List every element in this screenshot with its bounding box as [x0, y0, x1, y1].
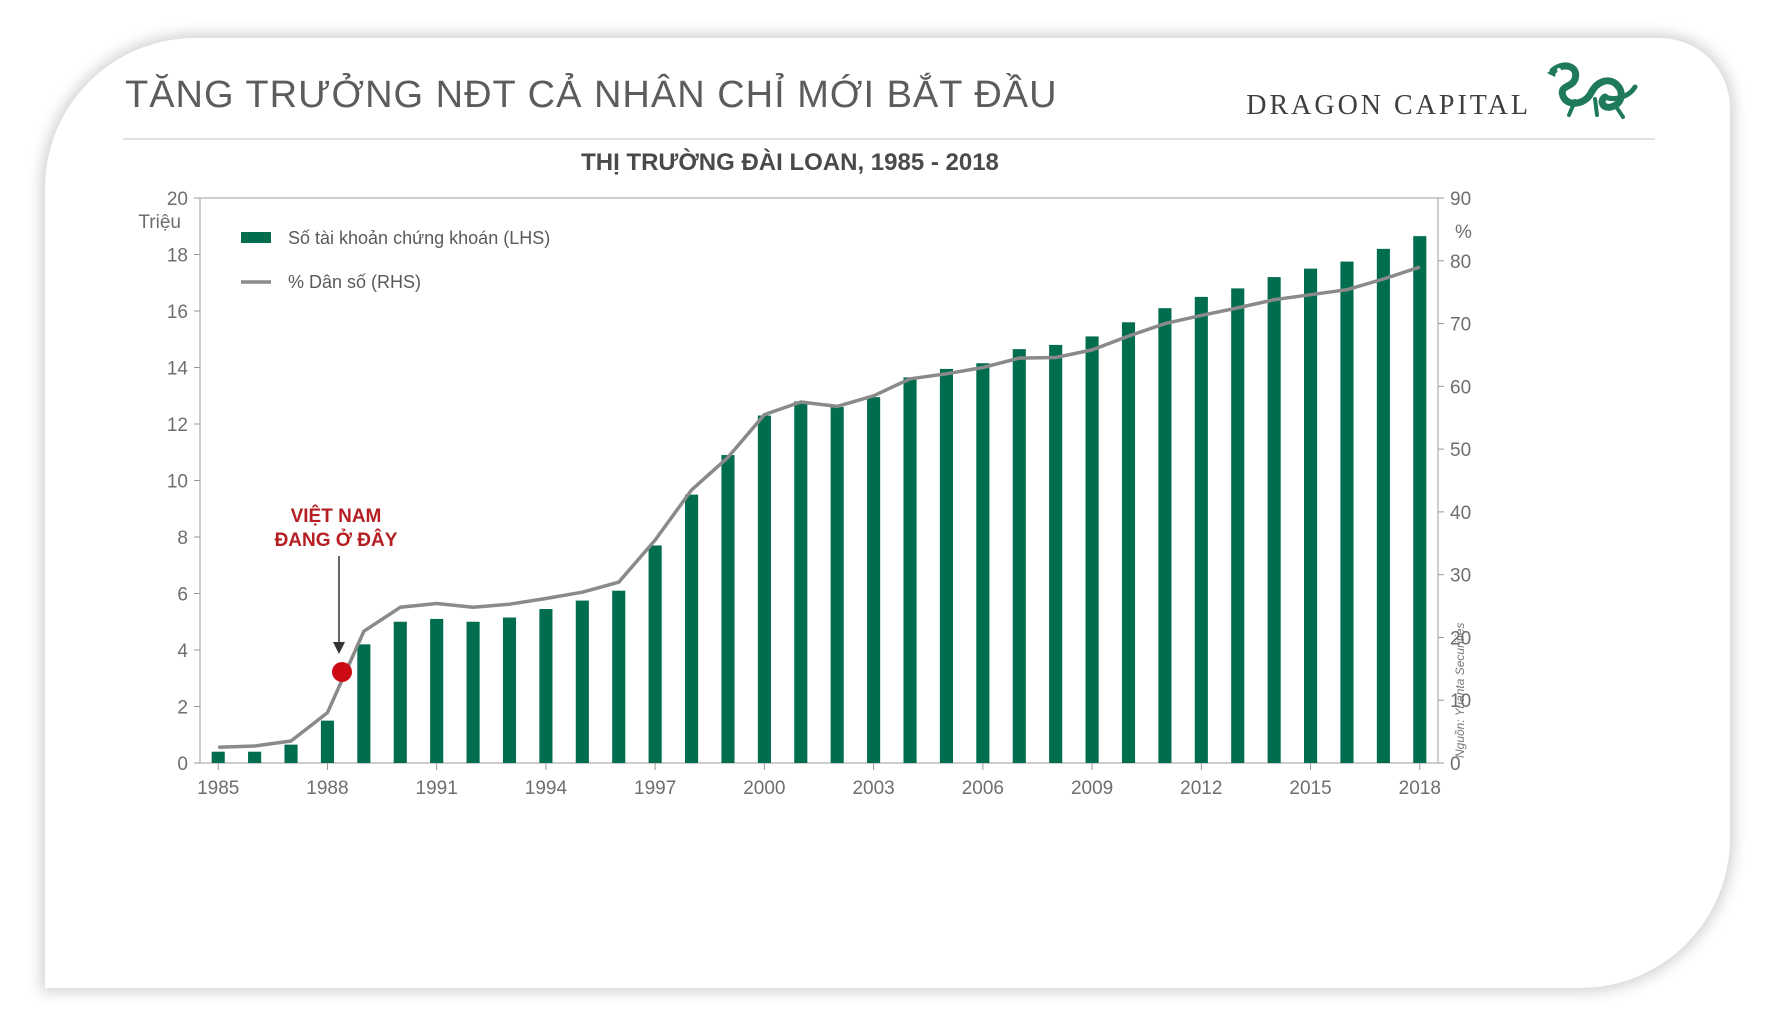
x-tick-label: 1988 — [306, 778, 348, 799]
right-axis-unit: % — [1455, 222, 1472, 243]
slide-title: TĂNG TRƯỞNG NĐT CẢ NHÂN CHỈ MỚI BẮT ĐẦU — [125, 74, 1058, 116]
bar-accounts-2015 — [1304, 268, 1318, 763]
legend-label-pct: % Dân số (RHS) — [288, 272, 421, 292]
bar-accounts-2003 — [867, 397, 881, 763]
bar-accounts-2006 — [976, 363, 990, 763]
bar-accounts-2009 — [1085, 336, 1099, 763]
x-tick-label: 2012 — [1180, 778, 1222, 799]
legend: Số tài khoản chứng khoán (LHS) % Dân số … — [241, 228, 550, 292]
source-note: Nguồn: Yuanta Securities — [1453, 623, 1467, 758]
left-tick-label: 6 — [177, 585, 188, 606]
right-tick-label: 50 — [1450, 440, 1471, 461]
bar-accounts-1993 — [502, 617, 517, 763]
bar-accounts-1997 — [648, 545, 662, 763]
bar-accounts-2017 — [1376, 248, 1390, 764]
annotation-text-line1: VIỆT NAM — [291, 505, 382, 527]
title-divider — [123, 138, 1655, 140]
left-tick-label: 12 — [167, 415, 188, 436]
right-tick-label: 30 — [1450, 566, 1471, 587]
right-tick-label: 80 — [1450, 252, 1471, 273]
left-tick-label: 0 — [177, 754, 188, 775]
right-tick-label: 40 — [1450, 503, 1471, 524]
bar-accounts-1988 — [320, 720, 334, 763]
dragon-logo-icon — [1547, 62, 1638, 119]
chart: THỊ TRƯỜNG ĐÀI LOAN, 1985 - 2018 0 2 4 6 8 10… — [138, 148, 1472, 799]
bar-accounts-2010 — [1121, 322, 1136, 763]
brand: DRAGON CAPITAL — [1246, 60, 1640, 122]
annotation-text-line2: ĐANG Ở ĐÂY — [275, 529, 398, 551]
bar-accounts-1987 — [284, 744, 298, 763]
bar-accounts-1995 — [575, 600, 589, 763]
legend-swatch-bar — [241, 232, 271, 243]
bar-accounts-1999 — [721, 455, 735, 763]
annotation-marker — [332, 661, 353, 682]
series-line-pct-population — [218, 265, 1421, 750]
x-tick-label: 1991 — [416, 778, 458, 799]
left-tick-label: 4 — [177, 641, 188, 662]
bar-accounts-2002 — [830, 407, 844, 763]
bar-accounts-2016 — [1340, 261, 1354, 763]
bar-accounts-2012 — [1194, 296, 1208, 763]
bar-accounts-1991 — [430, 618, 444, 763]
bar-accounts-1998 — [685, 494, 699, 763]
right-tick-label: 70 — [1450, 315, 1471, 336]
right-tick-label: 0 — [1450, 754, 1461, 775]
bar-accounts-1985 — [211, 751, 225, 763]
x-tick-label: 1985 — [197, 778, 239, 799]
right-tick-label: 90 — [1450, 189, 1471, 210]
left-tick-label: 2 — [177, 698, 188, 719]
bar-accounts-2000 — [757, 415, 771, 763]
slide: TĂNG TRƯỞNG NĐT CẢ NHÂN CHỈ MỚI BẮT ĐẦU … — [45, 38, 1730, 988]
bar-accounts-1992 — [466, 621, 480, 763]
x-tick-label: 2000 — [743, 778, 785, 799]
bar-accounts-2018 — [1413, 236, 1427, 763]
annotation-arrowhead — [333, 641, 346, 654]
bar-accounts-2007 — [1012, 349, 1026, 763]
annotation: VIỆT NAM ĐANG Ở ĐÂY — [275, 505, 398, 682]
x-tick-label: 2009 — [1071, 778, 1113, 799]
left-axis-unit: Triệu — [138, 212, 181, 233]
left-tick-label: 16 — [167, 302, 188, 323]
x-tick-label: 1997 — [634, 778, 676, 799]
left-tick-label: 20 — [167, 189, 188, 210]
bar-accounts-2001 — [794, 401, 808, 763]
x-tick-label: 2003 — [852, 778, 894, 799]
bar-accounts-1989 — [357, 644, 371, 763]
x-tick-label: 1994 — [525, 778, 568, 799]
chart-title: THỊ TRƯỜNG ĐÀI LOAN, 1985 - 2018 — [581, 148, 999, 176]
bar-accounts-2013 — [1231, 288, 1245, 763]
x-tick-label: 2015 — [1289, 778, 1331, 799]
legend-label-accounts: Số tài khoản chứng khoán (LHS) — [288, 228, 550, 248]
right-tick-label: 20 — [1450, 628, 1471, 649]
bar-accounts-1994 — [539, 609, 553, 763]
bar-accounts-1990 — [393, 621, 407, 763]
bar-accounts-1986 — [248, 751, 262, 763]
x-tick-label: 2018 — [1399, 778, 1441, 799]
bar-accounts-2004 — [903, 377, 917, 763]
x-tick-label: 2006 — [962, 778, 1004, 799]
left-tick-label: 18 — [167, 246, 188, 267]
right-tick-label: 60 — [1450, 377, 1471, 398]
right-tick-label: 10 — [1450, 691, 1471, 712]
bar-accounts-2005 — [939, 368, 953, 763]
brand-name: DRAGON CAPITAL — [1246, 90, 1531, 121]
left-tick-label: 8 — [177, 528, 188, 549]
bar-accounts-2011 — [1158, 308, 1172, 763]
left-tick-label: 10 — [167, 472, 188, 493]
bar-accounts-2008 — [1049, 344, 1063, 763]
left-tick-label: 14 — [167, 359, 189, 380]
bar-accounts-2014 — [1267, 277, 1281, 763]
bar-accounts-1996 — [612, 590, 626, 763]
